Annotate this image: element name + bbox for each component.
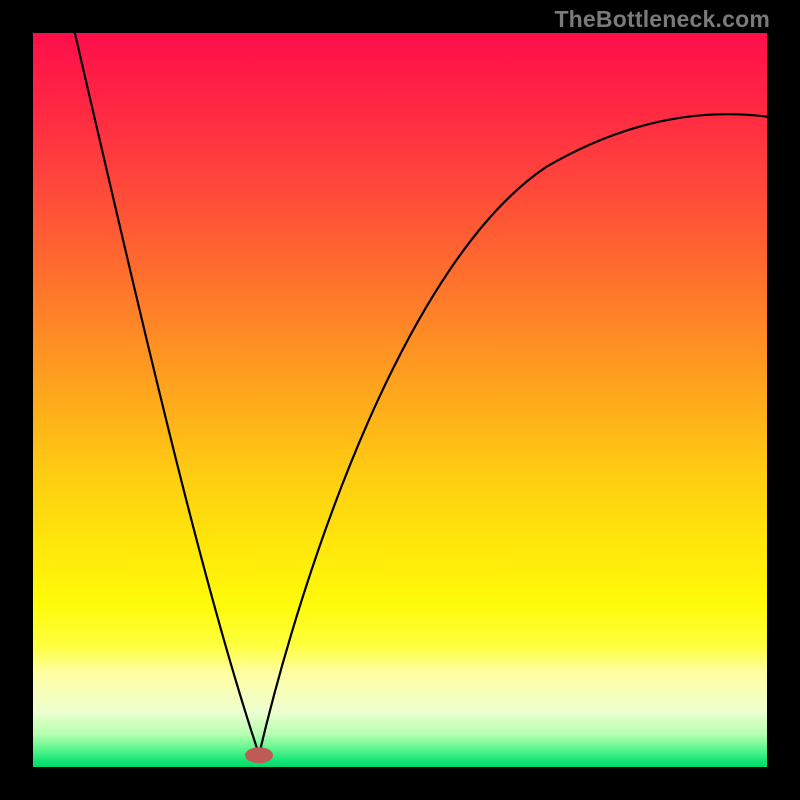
optimal-point-marker — [245, 747, 273, 763]
chart-container: TheBottleneck.com — [0, 0, 800, 800]
watermark-text: TheBottleneck.com — [554, 6, 770, 33]
bottleneck-chart — [0, 0, 800, 800]
plot-background-gradient — [33, 33, 767, 767]
